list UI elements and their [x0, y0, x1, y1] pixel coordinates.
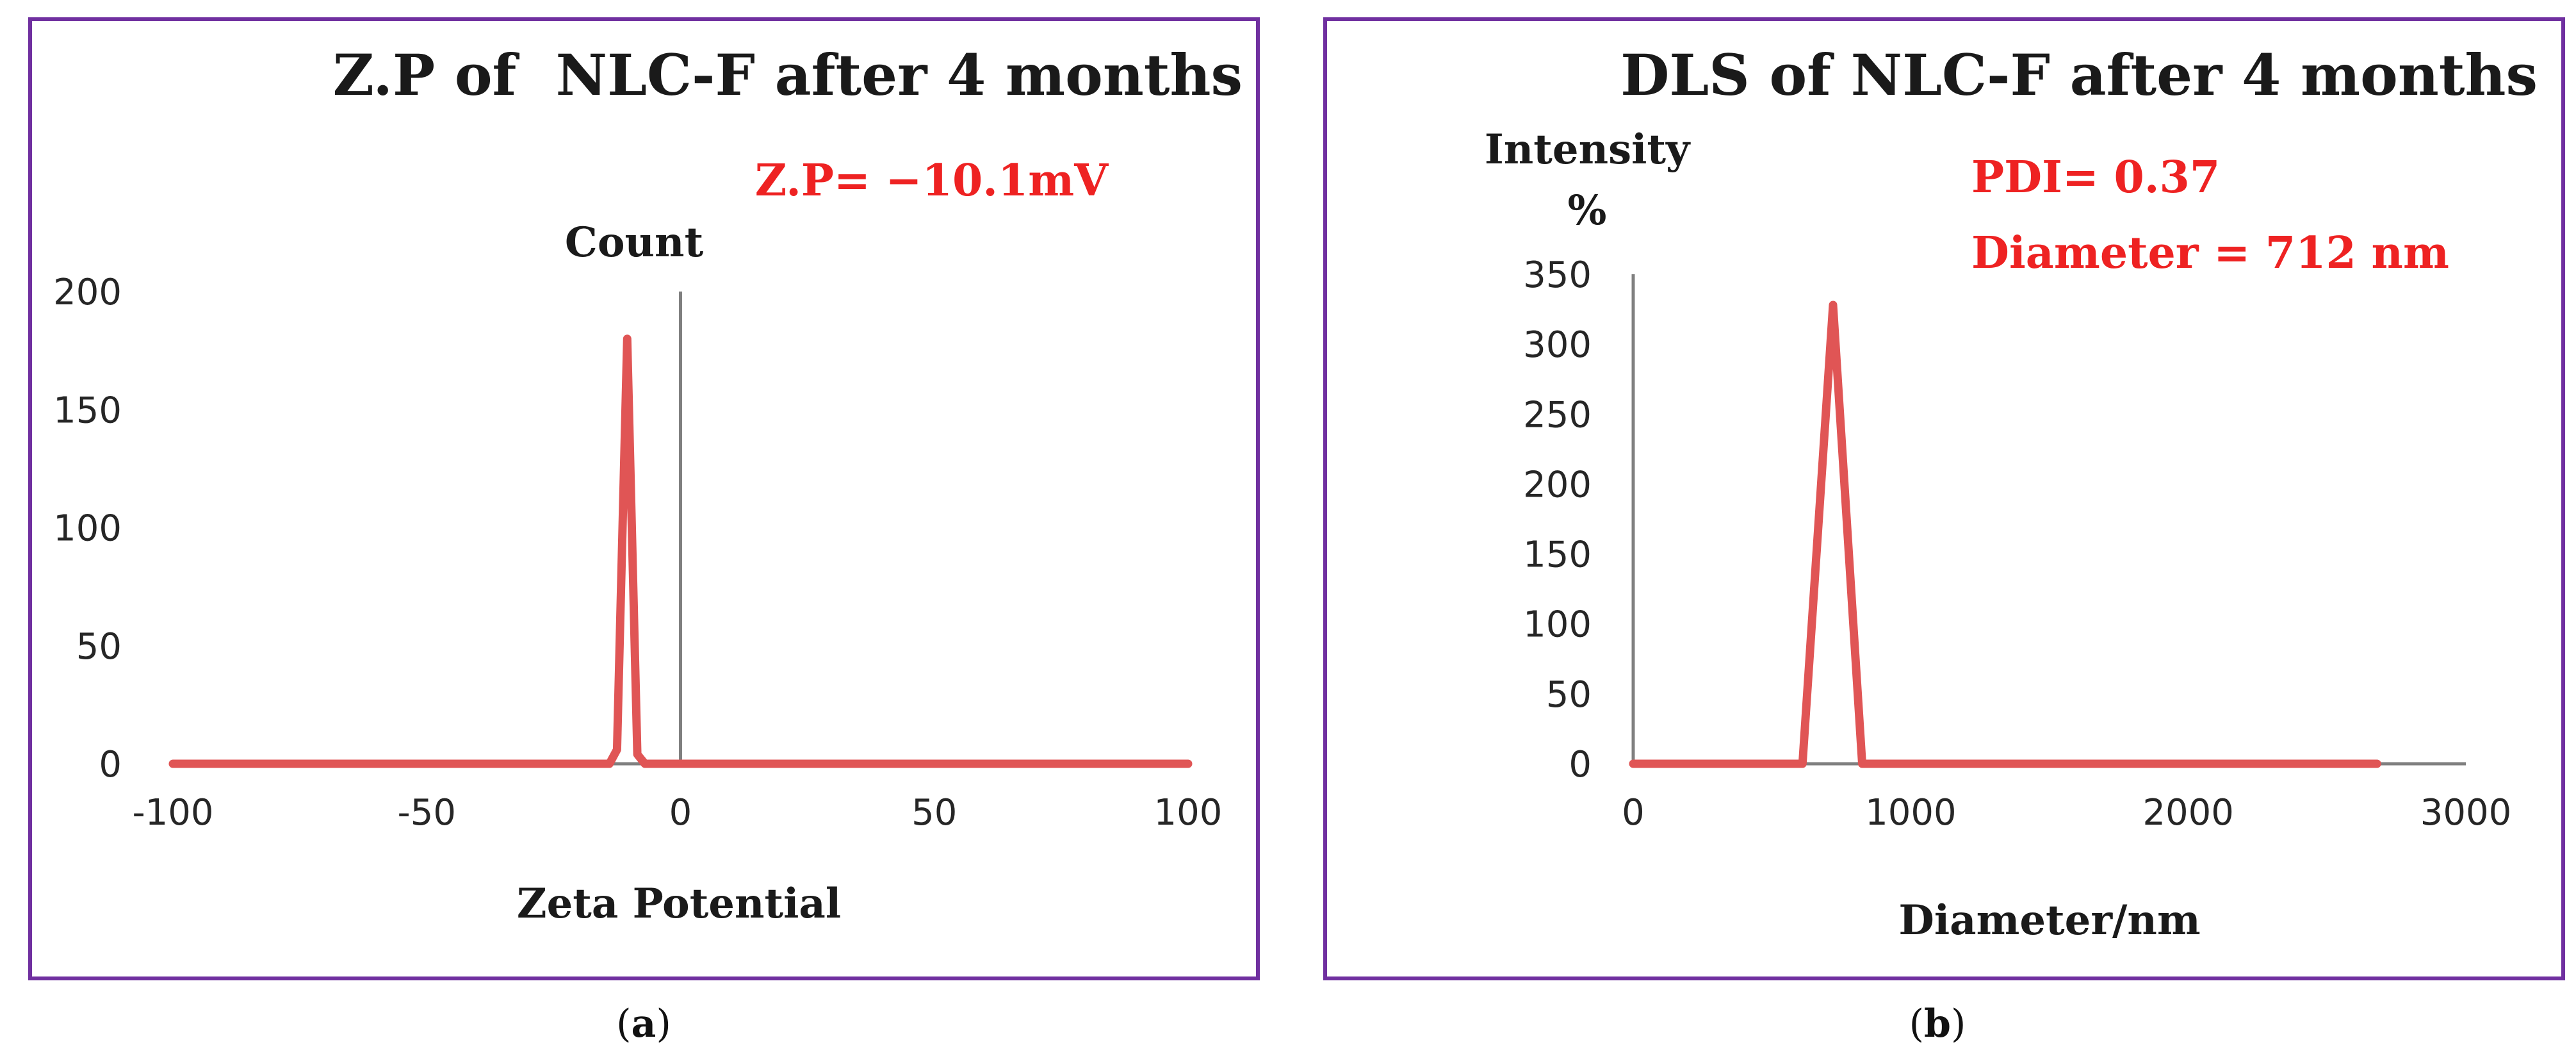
- panel-b-y-tick-label: 350: [1523, 254, 1592, 296]
- panel-b-y-tick-label: 300: [1523, 324, 1592, 366]
- panel-b-x-tick-label: 0: [1622, 792, 1645, 834]
- panel-a-y-tick-label: 0: [99, 744, 122, 786]
- panel-a-frame: [28, 17, 1260, 980]
- panel-b-x-tick-label: 3000: [2420, 792, 2512, 834]
- panel-b-x-tick-label: 1000: [1865, 792, 1957, 834]
- caption-a: (a): [616, 1001, 671, 1046]
- panel-b-y-tick-label: 50: [1546, 674, 1592, 716]
- panel-a-y-axis-title: Count: [565, 218, 704, 267]
- caption-b-letter: b: [1924, 1001, 1951, 1046]
- panel-b-frame: [1323, 17, 2565, 980]
- panel-b-y-tick-label: 200: [1523, 464, 1592, 506]
- panel-a-title: Z.P of NLC-F after 4 months: [333, 42, 1243, 108]
- panel-b-y-tick-label: 0: [1569, 744, 1592, 786]
- panel-b-x-tick-label: 2000: [2142, 792, 2234, 834]
- panel-a-y-tick-label: 150: [53, 390, 122, 431]
- panel-a-y-tick-label: 200: [53, 272, 122, 313]
- panel-a-y-tick-label: 100: [53, 508, 122, 550]
- panel-b-y-tick-label: 150: [1523, 534, 1592, 576]
- caption-a-letter: a: [632, 1001, 656, 1046]
- panel-b-diameter-annotation: Diameter = 712 nm: [1971, 227, 2449, 279]
- panel-a-x-tick-label: 50: [911, 792, 957, 834]
- panel-a-zeta-potential: Z.P of NLC-F after 4 months Z.P= −10.1mV…: [28, 17, 1260, 980]
- panel-b-x-axis-title: Diameter/nm: [1898, 896, 2200, 944]
- panel-a-y-tick-label: 50: [76, 626, 122, 668]
- panel-a-series-line: [168, 334, 1193, 768]
- panel-b-y-tick-label: 250: [1523, 394, 1592, 436]
- panel-b-dls: DLS of NLC-F after 4 months Intensity % …: [1323, 17, 2565, 980]
- panel-a-x-tick-label: 100: [1154, 792, 1223, 834]
- panel-b-series-line: [1629, 301, 2381, 768]
- panel-a-x-axis-title: Zeta Potential: [517, 880, 841, 928]
- panel-b-y-axis-title-line1: Intensity: [1485, 126, 1691, 174]
- panel-b-y-tick-label: 100: [1523, 604, 1592, 646]
- panel-a-x-tick-label: 0: [669, 792, 692, 834]
- panel-b-title: DLS of NLC-F after 4 months: [1620, 42, 2538, 108]
- panel-a-zp-annotation: Z.P= −10.1mV: [755, 155, 1109, 206]
- panel-b-pdi-annotation: PDI= 0.37: [1971, 152, 2220, 203]
- panel-b-ticks: 0 1000 2000 3000 0 50 100 150 200 250 300 350: [1523, 254, 2511, 834]
- panel-a-x-tick-label: -50: [398, 792, 456, 834]
- caption-b: (b): [1909, 1001, 1966, 1046]
- panel-a-x-tick-label: -100: [132, 792, 213, 834]
- panel-a-ticks: -100 -50 0 50 100 0 50 100 150 200: [53, 272, 1222, 834]
- panel-b-y-axis-title-line2: %: [1568, 186, 1607, 235]
